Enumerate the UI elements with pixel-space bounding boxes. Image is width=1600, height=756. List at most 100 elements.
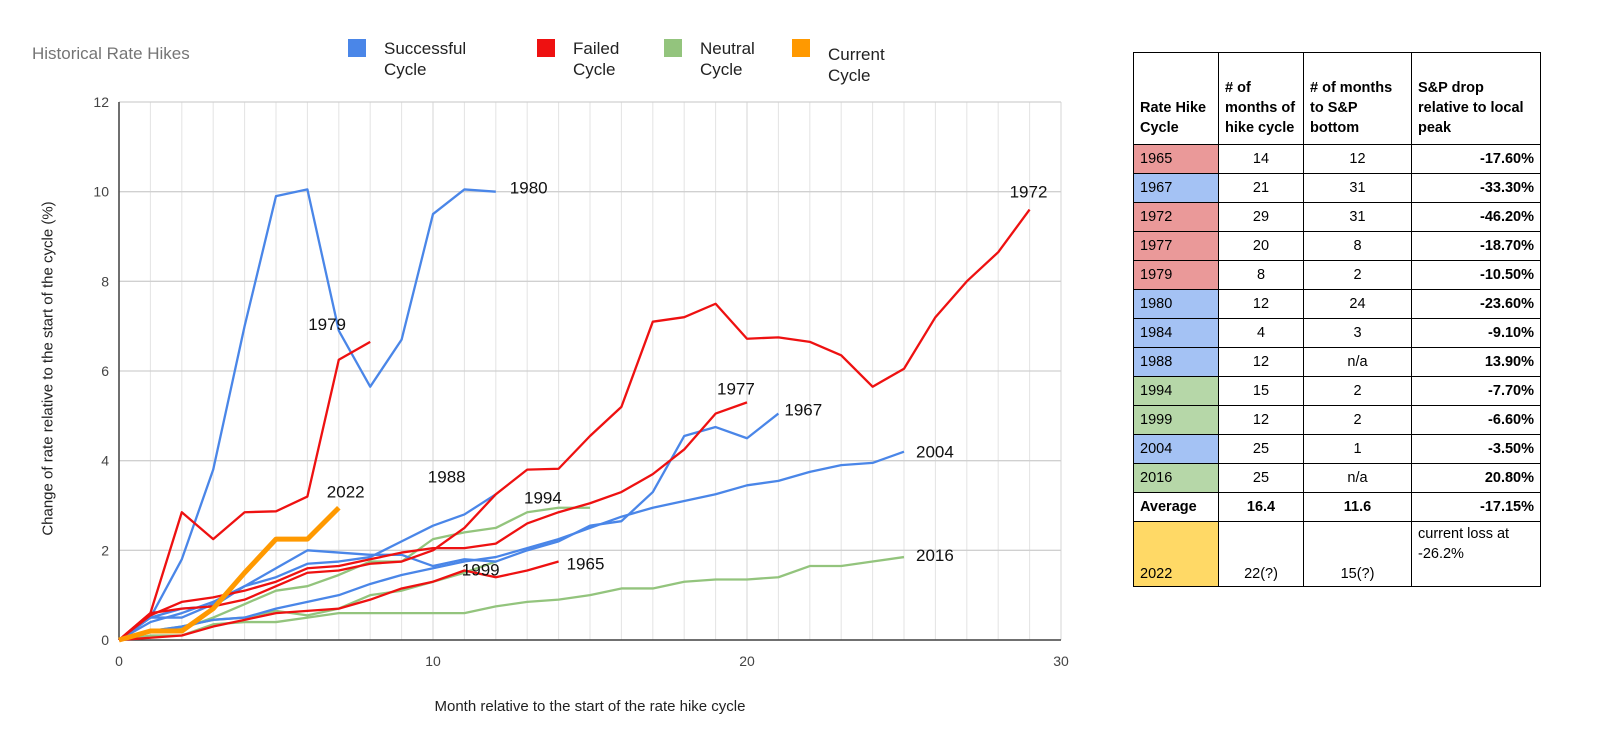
cell-months: 14 [1218, 144, 1304, 174]
header-cycle: Rate Hike Cycle [1133, 52, 1219, 145]
cell-months: 12 [1218, 405, 1304, 435]
cell-cycle: 2022 [1133, 521, 1219, 587]
cell-cycle: 1972 [1133, 202, 1219, 232]
cell-cycle: 1994 [1133, 376, 1219, 406]
series-line-2004 [118, 450, 905, 642]
y-axis-label: Change of rate relative to the start of … [39, 201, 57, 536]
cell-drop: -18.70% [1411, 231, 1541, 261]
table-row: 1980 12 24 -23.60% [1133, 289, 1541, 319]
legend-label: Failed Cycle [573, 39, 620, 79]
cell-drop: -17.15% [1411, 492, 1541, 522]
cell-months: 12 [1218, 289, 1304, 319]
cell-drop: -23.60% [1411, 289, 1541, 319]
cell-cycle: 1980 [1133, 289, 1219, 319]
cell-drop: -17.60% [1411, 144, 1541, 174]
series-label-1979: 1979 [308, 315, 346, 334]
cell-cycle: 2016 [1133, 463, 1219, 493]
series-label-1980: 1980 [510, 179, 548, 198]
y-tick-label: 10 [93, 184, 109, 200]
cell-months: 8 [1218, 260, 1304, 290]
legend-neutral: Neutral Cycle [664, 38, 780, 80]
cell-to-bottom: 24 [1303, 289, 1412, 319]
series-label-1988: 1988 [428, 467, 466, 486]
table-row: 1967 21 31 -33.30% [1133, 173, 1541, 203]
cell-to-bottom: 15(?) [1303, 521, 1412, 587]
cell-cycle: 1967 [1133, 173, 1219, 203]
cell-drop: 20.80% [1411, 463, 1541, 493]
y-tick-label: 2 [101, 542, 109, 558]
legend-swatch-successful [348, 39, 366, 57]
table-row: 2016 25 n/a 20.80% [1133, 463, 1541, 493]
x-tick-label: 30 [1053, 653, 1069, 669]
cell-months: 15 [1218, 376, 1304, 406]
series-line-1988 [118, 493, 497, 641]
cell-cycle: 1979 [1133, 260, 1219, 290]
cell-drop: current loss at -26.2% [1411, 521, 1541, 587]
series-label-1999: 1999 [462, 561, 500, 580]
table-row: 1999 12 2 -6.60% [1133, 405, 1541, 435]
cell-months: 12 [1218, 347, 1304, 377]
legend-label: Successful Cycle [384, 39, 467, 79]
series-label-1967: 1967 [784, 401, 822, 420]
series-line-2022 [118, 505, 341, 643]
x-tick-label: 10 [425, 653, 441, 669]
cell-months: 21 [1218, 173, 1304, 203]
series-label-1965: 1965 [567, 555, 605, 574]
cell-months: 16.4 [1218, 492, 1304, 522]
series-label-1977: 1977 [717, 379, 755, 398]
table-row: 1988 12 n/a 13.90% [1133, 347, 1541, 377]
cell-months: 22(?) [1218, 521, 1304, 587]
line-chart: 1994199920161967198019882004196519721977… [93, 94, 1069, 669]
cell-to-bottom: 1 [1303, 434, 1412, 464]
cell-months: 25 [1218, 434, 1304, 464]
table-header-row: Rate Hike Cycle # of months of hike cycl… [1133, 52, 1541, 145]
x-tick-label: 0 [115, 653, 123, 669]
header-drop: S&P drop relative to local peak [1411, 52, 1541, 145]
cell-to-bottom: 11.6 [1303, 492, 1412, 522]
cell-to-bottom: 31 [1303, 173, 1412, 203]
x-tick-label: 20 [739, 653, 755, 669]
cell-to-bottom: 3 [1303, 318, 1412, 348]
cell-to-bottom: 8 [1303, 231, 1412, 261]
y-tick-label: 6 [101, 363, 109, 379]
cell-cycle: Average [1133, 492, 1219, 522]
cell-drop: -33.30% [1411, 173, 1541, 203]
cell-to-bottom: 2 [1303, 405, 1412, 435]
cell-drop: -10.50% [1411, 260, 1541, 290]
cell-months: 25 [1218, 463, 1304, 493]
y-tick-label: 8 [101, 273, 109, 289]
cell-cycle: 1999 [1133, 405, 1219, 435]
y-tick-label: 4 [101, 453, 109, 469]
cell-drop: -6.60% [1411, 405, 1541, 435]
series-line-1972 [118, 208, 1031, 641]
series-line-2016 [118, 555, 905, 642]
legend-swatch-failed [537, 39, 555, 57]
cell-months: 4 [1218, 318, 1304, 348]
series-label-1972: 1972 [1010, 183, 1048, 202]
header-months: # of months of hike cycle [1218, 52, 1304, 145]
series-label-1994: 1994 [524, 489, 562, 508]
cell-drop: -9.10% [1411, 318, 1541, 348]
y-tick-label: 12 [93, 94, 109, 110]
cell-drop: -46.20% [1411, 202, 1541, 232]
table-row: 1984 4 3 -9.10% [1133, 318, 1541, 348]
series-line-1980 [118, 188, 496, 641]
cell-drop: -7.70% [1411, 376, 1541, 406]
cell-to-bottom: 2 [1303, 260, 1412, 290]
legend-current: Current Cycle [792, 38, 908, 86]
table-row: 1977 20 8 -18.70% [1133, 231, 1541, 261]
cell-to-bottom: n/a [1303, 463, 1412, 493]
cell-to-bottom: 12 [1303, 144, 1412, 174]
legend-swatch-neutral [664, 39, 682, 57]
series-line-1979 [118, 340, 371, 641]
table-row: 1979 8 2 -10.50% [1133, 260, 1541, 290]
cell-to-bottom: 2 [1303, 376, 1412, 406]
cell-drop: 13.90% [1411, 347, 1541, 377]
legend-failed: Failed Cycle [537, 38, 643, 80]
rate-hike-table: Rate Hike Cycle # of months of hike cycl… [1133, 52, 1541, 587]
x-axis-label: Month relative to the start of the rate … [434, 698, 746, 715]
chart-title: Historical Rate Hikes [32, 44, 190, 63]
table-row: Average 16.4 11.6 -17.15% [1133, 492, 1541, 522]
cell-to-bottom: 31 [1303, 202, 1412, 232]
legend-label: Neutral Cycle [700, 39, 755, 79]
